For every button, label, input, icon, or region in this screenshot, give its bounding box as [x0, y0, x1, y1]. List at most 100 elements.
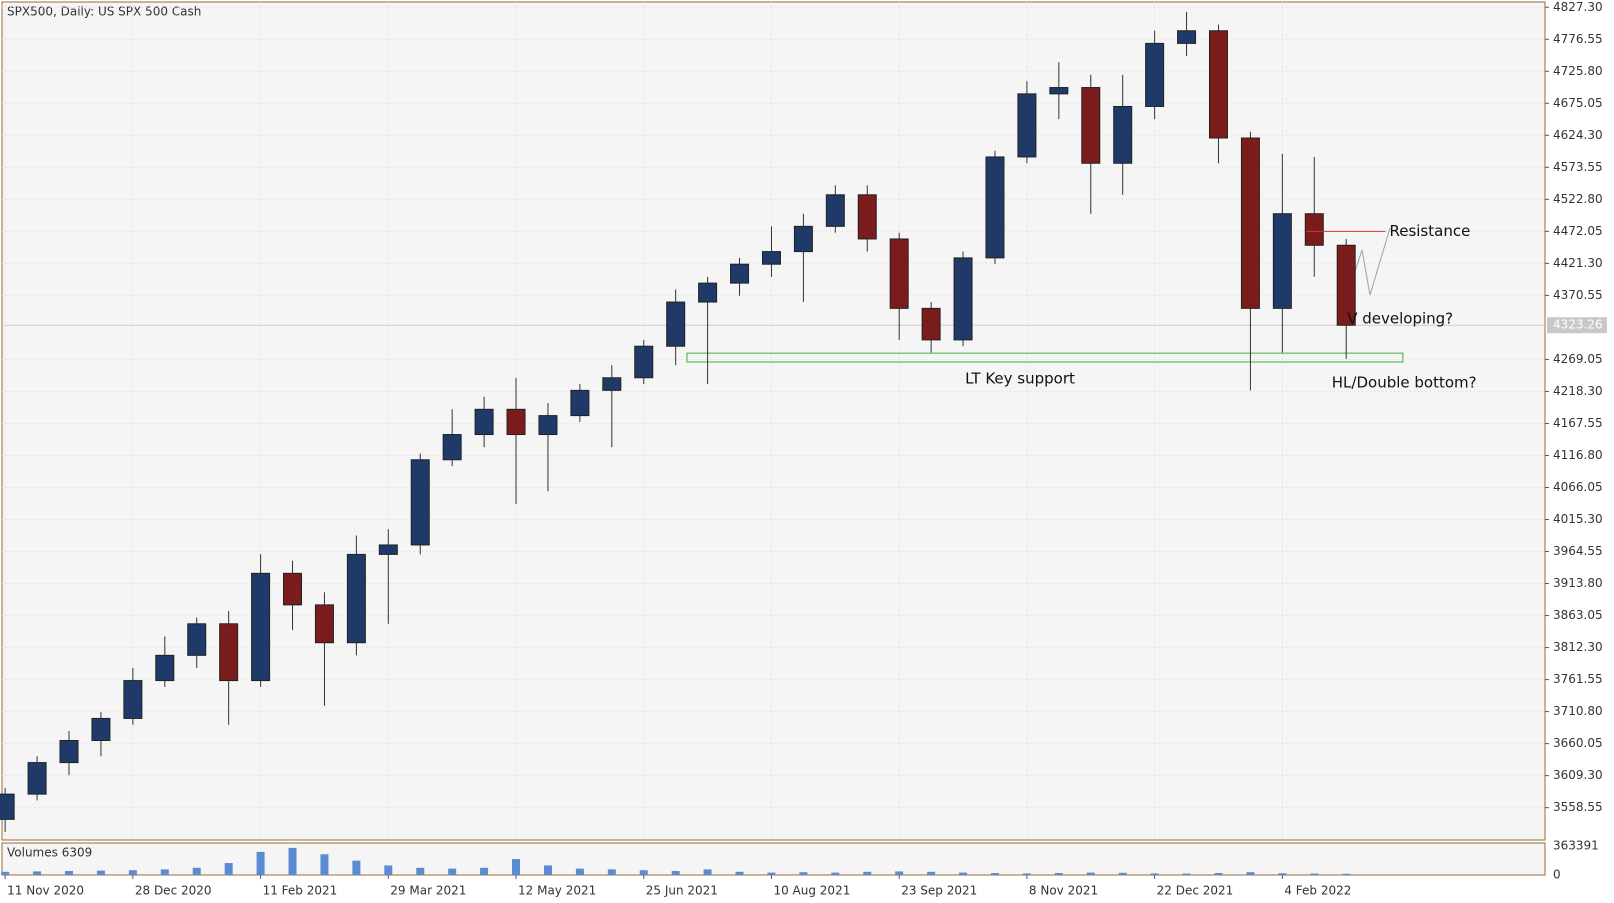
- y-tick-label: 4421.30: [1553, 256, 1603, 270]
- volume-bar: [1310, 873, 1319, 875]
- volume-bar: [65, 871, 74, 875]
- price-panel: [1, 1, 1546, 841]
- volume-bar: [639, 870, 648, 875]
- volume-bar: [128, 870, 137, 875]
- x-tick-label: 22 Dec 2021: [1157, 884, 1234, 898]
- volume-bar: [1278, 873, 1287, 875]
- candle-body: [506, 408, 526, 436]
- last-price-label: 4323.26: [1553, 318, 1603, 332]
- y-tick-label: 4573.55: [1553, 160, 1603, 174]
- y-tick-label: 3863.05: [1553, 608, 1603, 622]
- y-tick-label: 4269.05: [1553, 352, 1603, 366]
- candle-body: [91, 717, 111, 742]
- volume-bar: [1342, 873, 1351, 875]
- candle-body: [666, 301, 686, 347]
- candle-body: [570, 389, 590, 417]
- volume-bar: [607, 869, 616, 875]
- candle-body: [538, 415, 558, 436]
- volume-bar: [33, 871, 42, 875]
- x-tick-label: 11 Feb 2021: [263, 884, 338, 898]
- volume-bar: [160, 869, 169, 875]
- volume-bar: [671, 871, 680, 875]
- candle-body: [1081, 87, 1101, 164]
- candle-body: [730, 263, 750, 284]
- candle-body: [187, 623, 207, 656]
- y-tick-label: 4827.30: [1553, 0, 1603, 14]
- volume-bar: [1214, 873, 1223, 875]
- volume-bar: [192, 867, 201, 875]
- candle-body: [1113, 105, 1133, 164]
- candle-body: [283, 572, 303, 606]
- volume-bar: [448, 868, 457, 875]
- volume-bar: [767, 872, 776, 875]
- x-tick-label: 29 Mar 2021: [390, 884, 466, 898]
- y-tick-label: 3761.55: [1553, 672, 1603, 686]
- volume-bar: [96, 870, 105, 875]
- volume-bar: [288, 847, 297, 875]
- resistance-label: Resistance: [1389, 222, 1470, 240]
- x-tick-label: 10 Aug 2021: [773, 884, 850, 898]
- y-tick-label: 4370.55: [1553, 288, 1603, 302]
- y-tick-label: 3660.05: [1553, 736, 1603, 750]
- volume-bar: [480, 867, 489, 875]
- volume-bar: [352, 860, 361, 875]
- volume-bar: [831, 872, 840, 875]
- volume-bar: [990, 873, 999, 875]
- volume-tick-label: 363391: [1553, 839, 1599, 853]
- candle-body: [1017, 93, 1037, 158]
- candle-body: [27, 762, 47, 795]
- candle-body: [857, 194, 877, 240]
- y-tick-label: 4015.30: [1553, 512, 1603, 526]
- candle-body: [0, 793, 15, 820]
- volume-bar: [1022, 873, 1031, 875]
- candle-body: [1049, 87, 1069, 95]
- x-tick-label: 23 Sep 2021: [901, 884, 977, 898]
- x-tick-label: 8 Nov 2021: [1029, 884, 1098, 898]
- volume-bar: [735, 871, 744, 875]
- last-price-box: [1547, 317, 1607, 334]
- note: HL/Double bottom?: [1332, 374, 1477, 392]
- x-tick-label: 25 Jun 2021: [646, 884, 718, 898]
- candle-body: [761, 251, 781, 265]
- candle-body: [314, 604, 334, 644]
- candle-body: [219, 623, 239, 682]
- volume-bar: [703, 869, 712, 875]
- support-zone: [686, 352, 1404, 363]
- volume-bar: [512, 859, 521, 875]
- y-tick-label: 4776.55: [1553, 32, 1603, 46]
- y-tick-label: 4675.05: [1553, 96, 1603, 110]
- y-tick-label: 3964.55: [1553, 544, 1603, 558]
- candle-body: [634, 345, 654, 379]
- volume-bar: [416, 867, 425, 875]
- volume-tick-label: 0: [1553, 868, 1561, 882]
- candle-body: [953, 257, 973, 341]
- volume-bar: [224, 863, 233, 875]
- volume-bar: [543, 865, 552, 875]
- y-tick-label: 3812.30: [1553, 640, 1603, 654]
- volume-bar: [1054, 873, 1063, 875]
- y-tick-label: 3558.55: [1553, 800, 1603, 814]
- y-tick-label: 4066.05: [1553, 480, 1603, 494]
- y-tick-label: 3710.80: [1553, 704, 1603, 718]
- candle-body: [442, 434, 462, 461]
- candle-body: [1177, 30, 1197, 44]
- candle-body: [825, 194, 845, 227]
- candle-body: [985, 156, 1005, 259]
- volume-bar: [927, 871, 936, 875]
- candle-body: [1336, 244, 1356, 326]
- candle-body: [123, 680, 143, 719]
- volume-bar: [799, 872, 808, 875]
- candle-body: [378, 544, 398, 555]
- candle-body: [1272, 213, 1292, 309]
- y-tick-label: 3609.30: [1553, 768, 1603, 782]
- volume-bar: [575, 868, 584, 875]
- y-tick-label: 4167.55: [1553, 416, 1603, 430]
- candle-body: [921, 307, 941, 341]
- volume-bar: [256, 851, 265, 875]
- candle-body: [59, 740, 79, 764]
- volume-bar: [1246, 872, 1255, 875]
- volume-bar: [1118, 872, 1127, 875]
- volume-bar: [959, 872, 968, 875]
- candle-body: [1145, 42, 1165, 107]
